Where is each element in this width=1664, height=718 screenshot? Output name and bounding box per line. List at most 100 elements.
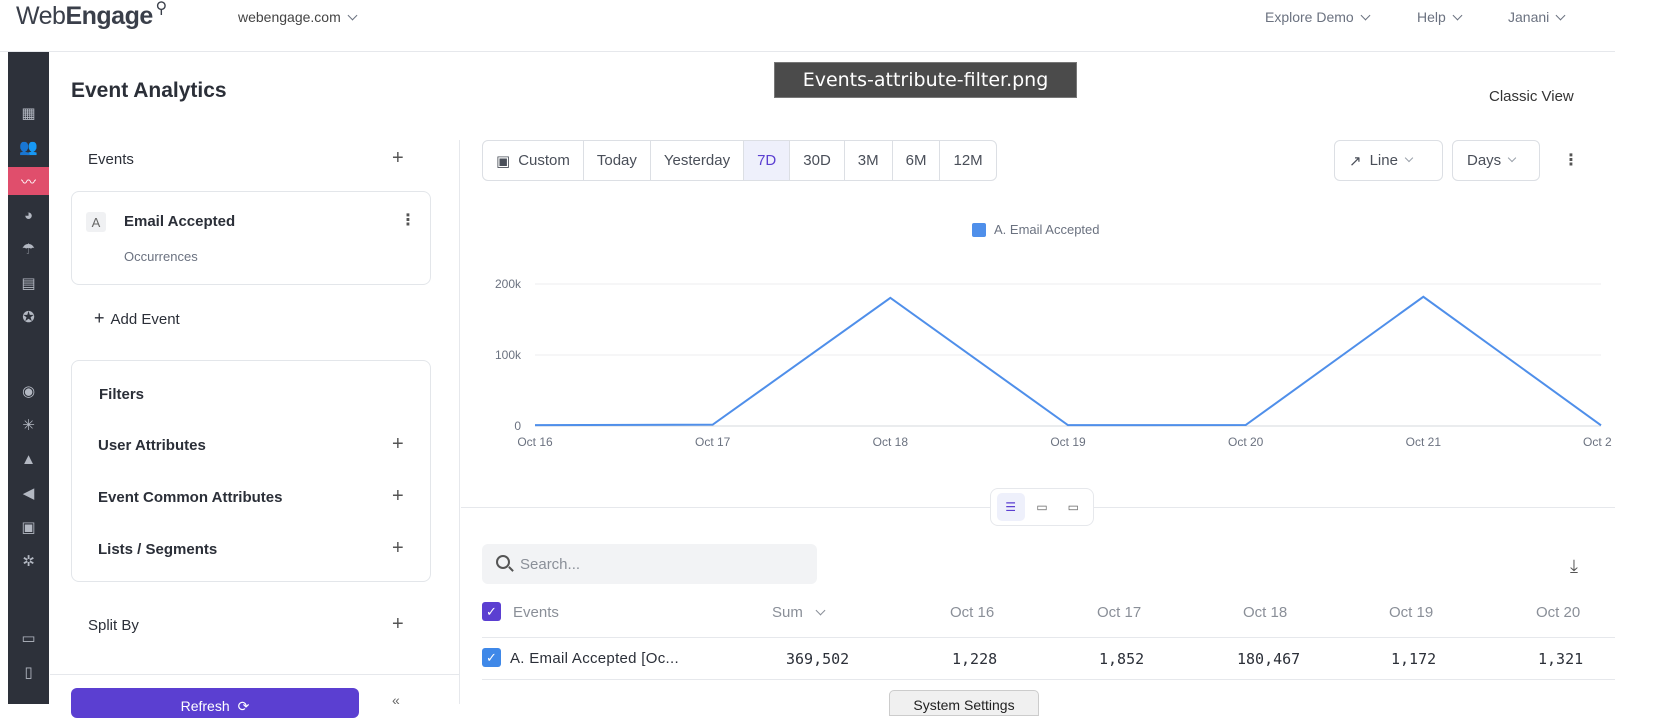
add-segment-icon[interactable]: +	[392, 537, 404, 560]
filters-card: Filters User Attributes + Event Common A…	[71, 360, 431, 582]
sparkle-icon[interactable]: ✳	[8, 411, 49, 439]
x-tick-label: Oct 17	[695, 435, 731, 449]
user-menu[interactable]: Janani	[1508, 9, 1564, 25]
view-small-icon[interactable]: ▭	[1059, 493, 1087, 521]
chevron-down-icon	[1508, 153, 1516, 161]
x-tick-label: Oct 20	[1228, 435, 1264, 449]
col-sum[interactable]: Sum	[772, 604, 824, 621]
webengage-logo[interactable]: WebEngage⚲	[16, 2, 153, 31]
rocket-icon[interactable]: ▲	[8, 445, 49, 473]
date-range-selector: ▣Custom Today Yesterday 7D 30D 3M 6M 12M	[482, 140, 997, 181]
lists-segments-label[interactable]: Lists / Segments	[98, 541, 217, 558]
analytics-icon[interactable]: 〰	[8, 167, 49, 195]
add-event-attribute-icon[interactable]: +	[392, 485, 404, 508]
refresh-icon: ⟳	[238, 698, 250, 718]
chevron-down-icon	[347, 11, 357, 21]
row-event-name[interactable]: A. Email Accepted [Oc...	[510, 650, 679, 667]
legend-label: A. Email Accepted	[994, 222, 1100, 237]
page-title: Event Analytics	[71, 79, 227, 103]
folder-icon[interactable]: ▤	[8, 269, 49, 297]
report-icon[interactable]: ▣	[8, 513, 49, 541]
series-line	[535, 297, 1601, 426]
event-more-icon[interactable]: ⋮	[400, 210, 416, 230]
umbrella-icon[interactable]: ☂	[8, 235, 49, 263]
line-chart-icon: ↗	[1349, 152, 1362, 170]
filename-tooltip: Events-attribute-filter.png	[774, 62, 1077, 98]
classic-view-link[interactable]: Classic View	[1489, 88, 1574, 105]
mobile-icon[interactable]: ▯	[8, 658, 49, 686]
x-tick-label: Oct 18	[873, 435, 909, 449]
x-tick-label: Oct 16	[517, 435, 553, 449]
range-3m[interactable]: 3M	[845, 141, 893, 180]
events-section-label: Events	[88, 151, 134, 168]
col-date: Oct 17	[1097, 604, 1141, 621]
dashboard-icon[interactable]: ▦	[8, 99, 49, 127]
filters-title: Filters	[99, 386, 144, 403]
pie-chart-icon[interactable]: ◕	[8, 201, 49, 229]
x-tick-label: Oct 21	[1406, 435, 1442, 449]
range-6m[interactable]: 6M	[893, 141, 941, 180]
add-event-button[interactable]: +Add Event	[94, 308, 180, 329]
select-all-checkbox[interactable]: ✓	[482, 602, 501, 621]
x-tick-label: Oct 19	[1050, 435, 1086, 449]
event-common-attributes-label[interactable]: Event Common Attributes	[98, 489, 282, 506]
help-menu[interactable]: Help	[1417, 9, 1461, 25]
eye-icon[interactable]: ◉	[8, 377, 49, 405]
event-name[interactable]: Email Accepted	[124, 213, 235, 230]
system-settings-tab[interactable]: System Settings	[889, 690, 1039, 716]
range-7d[interactable]: 7D	[744, 141, 790, 180]
custom-range-button[interactable]: ▣Custom	[483, 141, 584, 180]
legend-swatch	[972, 223, 986, 237]
chevron-down-icon	[1360, 11, 1370, 21]
y-tick-label: 0	[514, 419, 521, 433]
table-row: ✓ A. Email Accepted [Oc... 369,502 1,228…	[482, 640, 1615, 680]
row-checkbox[interactable]: ✓	[482, 648, 501, 667]
billing-icon[interactable]: ▭	[8, 624, 49, 652]
event-card[interactable]: A Email Accepted Occurrences ⋮	[71, 191, 431, 285]
row-sum: 369,502	[786, 650, 849, 668]
calendar-icon: ▣	[496, 152, 510, 170]
row-value: 1,172	[1391, 650, 1436, 668]
search-input[interactable]	[482, 544, 817, 584]
chevron-down-icon	[1556, 11, 1566, 21]
split-by-label: Split By	[88, 617, 139, 634]
download-icon[interactable]: ⤓	[1570, 556, 1578, 577]
megaphone-icon[interactable]: ◀	[8, 479, 49, 507]
view-large-icon[interactable]: ☰	[997, 493, 1025, 521]
users-icon[interactable]: 👥	[8, 133, 49, 161]
range-today[interactable]: Today	[584, 141, 651, 180]
add-user-attribute-icon[interactable]: +	[392, 433, 404, 456]
row-value: 1,228	[952, 650, 997, 668]
row-value: 1,852	[1099, 650, 1144, 668]
add-split-icon[interactable]: +	[392, 613, 404, 636]
refresh-button[interactable]: Refresh⟳	[71, 688, 359, 718]
event-metric[interactable]: Occurrences	[124, 249, 198, 264]
divider	[50, 674, 460, 675]
plus-icon: +	[94, 308, 105, 328]
table-header: ✓ Events Sum Oct 16 Oct 17 Oct 18 Oct 19…	[482, 604, 1615, 638]
granularity-dropdown[interactable]: Days	[1452, 140, 1540, 181]
chevron-down-icon	[1452, 11, 1462, 21]
col-events: Events	[513, 604, 559, 621]
explore-demo-menu[interactable]: Explore Demo	[1265, 9, 1369, 25]
col-date: Oct 20	[1536, 604, 1580, 621]
chart-more-icon[interactable]: ⋮	[1563, 150, 1579, 170]
range-12m[interactable]: 12M	[940, 141, 995, 180]
collapse-panel-icon[interactable]: «	[392, 692, 400, 708]
account-switcher[interactable]: webengage.com	[238, 9, 356, 25]
logo-spark-icon: ⚲	[156, 0, 167, 18]
range-30d[interactable]: 30D	[790, 141, 845, 180]
sort-chevron-icon	[815, 606, 825, 616]
x-tick-label: Oct 2	[1583, 435, 1612, 449]
chart-legend[interactable]: A. Email Accepted	[972, 222, 1100, 237]
user-attributes-label[interactable]: User Attributes	[98, 437, 206, 454]
add-event-plus-icon[interactable]: +	[392, 147, 404, 170]
y-tick-label: 200k	[495, 277, 522, 291]
badge-icon[interactable]: ✪	[8, 303, 49, 331]
chart-type-dropdown[interactable]: ↗Line	[1334, 140, 1443, 181]
range-yesterday[interactable]: Yesterday	[651, 141, 744, 180]
search-icon	[496, 555, 510, 569]
view-medium-icon[interactable]: ▭	[1028, 493, 1056, 521]
plugin-icon[interactable]: ✲	[8, 547, 49, 575]
